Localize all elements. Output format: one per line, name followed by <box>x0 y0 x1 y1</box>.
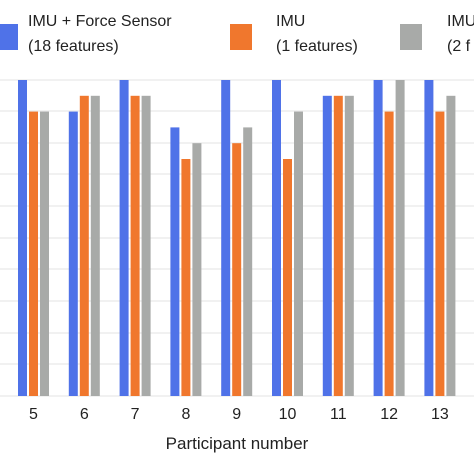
bar-p11-series3 <box>344 95 354 397</box>
x-tick-label-5: 5 <box>29 406 38 423</box>
x-tick-label-12: 12 <box>380 406 398 423</box>
legend-label-2-line2: (1 features) <box>276 38 358 55</box>
x-tick-label-10: 10 <box>279 406 297 423</box>
x-tick-label-9: 9 <box>232 406 241 423</box>
bar-p12-series3 <box>395 80 405 396</box>
bar-p10-series3 <box>294 111 303 396</box>
legend-label-3-line1: IMU <box>447 13 474 30</box>
bar-p6-series3 <box>90 95 100 397</box>
bar-p6-series1 <box>68 111 78 396</box>
bar-p6-series2 <box>79 95 89 397</box>
bar-p10-series1 <box>272 80 281 396</box>
bar-p7-series1 <box>119 80 129 396</box>
x-tick-label-8: 8 <box>181 406 190 423</box>
bar-p11-series1 <box>322 95 332 397</box>
bar-p5-series3 <box>40 111 49 396</box>
legend-swatch-2 <box>230 24 252 50</box>
x-tick-label-6: 6 <box>80 406 89 423</box>
bar-p8-series2 <box>181 159 191 396</box>
bar-p12-series2 <box>384 111 394 396</box>
legend-label-1-line2: (18 features) <box>28 38 119 55</box>
bar-p9-series1 <box>221 80 231 396</box>
bar-p10-series2 <box>283 159 292 396</box>
bar-p11-series2 <box>333 95 343 397</box>
x-tick-label-13: 13 <box>431 406 449 423</box>
legend-swatch-3 <box>400 24 422 50</box>
bar-p5-series2 <box>29 111 38 396</box>
bar-p8-series3 <box>192 143 202 396</box>
bars <box>18 80 456 397</box>
bar-p7-series2 <box>130 95 140 397</box>
bar-p13-series1 <box>424 80 434 396</box>
bar-p9-series3 <box>243 127 253 397</box>
bar-p8-series1 <box>170 127 180 397</box>
bar-p5-series1 <box>18 80 27 396</box>
legend-label-3-line2: (2 f <box>447 38 471 55</box>
bar-p13-series3 <box>446 95 456 397</box>
bar-p7-series3 <box>141 95 151 397</box>
legend-label-2-line1: IMU <box>276 13 305 30</box>
legend: IMU + Force Sensor (18 features) IMU (1 fea… <box>0 13 474 55</box>
x-tick-labels: 5 6 7 8 9 10 11 12 13 <box>29 406 449 423</box>
legend-swatch-1 <box>0 24 18 50</box>
bar-p12-series1 <box>373 80 383 396</box>
bar-p13-series2 <box>435 111 445 396</box>
x-tick-label-11: 11 <box>330 406 347 423</box>
x-tick-label-7: 7 <box>131 406 140 423</box>
legend-label-1-line1: IMU + Force Sensor <box>28 13 172 30</box>
x-axis-label: Participant number <box>166 434 309 453</box>
bar-p9-series2 <box>232 143 242 396</box>
